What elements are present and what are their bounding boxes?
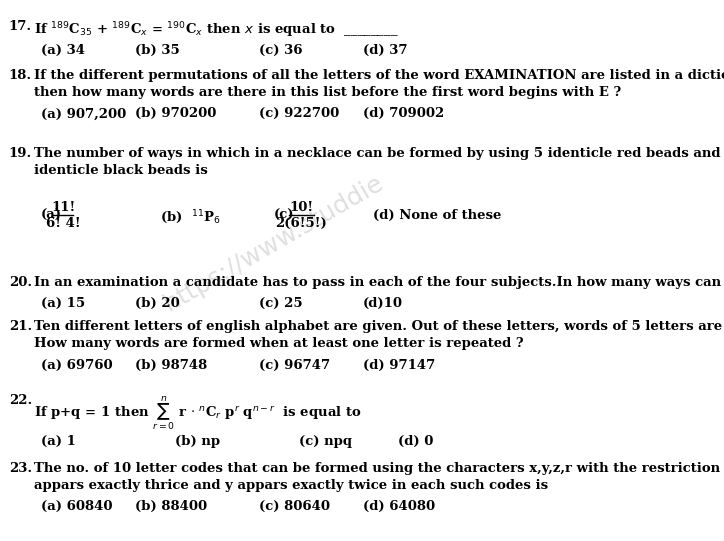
- Text: Ten different letters of english alphabet are given. Out of these letters, words: Ten different letters of english alphabe…: [33, 320, 724, 350]
- Text: In an examination a candidate has to pass in each of the four subjects.In how ma: In an examination a candidate has to pas…: [33, 276, 724, 289]
- Text: (a) 907,200: (a) 907,200: [41, 108, 126, 121]
- Text: 22.: 22.: [9, 394, 32, 407]
- Text: 6! 4!: 6! 4!: [46, 217, 80, 230]
- Text: If p+q = 1 then $\sum_{r=0}^{n}$ r $\cdot$ $^{n}$C$_{r}$ p$^{r}$ q$^{n-r}$  is e: If p+q = 1 then $\sum_{r=0}^{n}$ r $\cdo…: [33, 394, 361, 432]
- Text: (c) 36: (c) 36: [259, 44, 303, 57]
- Text: (a) 15: (a) 15: [41, 298, 85, 311]
- Text: (c) 922700: (c) 922700: [259, 108, 340, 121]
- Text: (b) 98748: (b) 98748: [135, 359, 208, 372]
- Text: (d) 709002: (d) 709002: [363, 108, 445, 121]
- Text: The no. of 10 letter codes that can be formed using the characters x,y,z,r with : The no. of 10 letter codes that can be f…: [33, 461, 724, 492]
- Text: (d) None of these: (d) None of these: [373, 209, 502, 222]
- Text: 10!: 10!: [289, 201, 313, 214]
- Text: (d) 97147: (d) 97147: [363, 359, 435, 372]
- Text: (b) 88400: (b) 88400: [135, 500, 207, 513]
- Text: (a) 60840: (a) 60840: [41, 500, 112, 513]
- Text: (c): (c): [274, 209, 295, 222]
- Text: 21.: 21.: [9, 320, 32, 333]
- Text: (d) 0: (d) 0: [398, 434, 433, 447]
- Text: If the different permutations of all the letters of the word EXAMINATION are lis: If the different permutations of all the…: [33, 69, 724, 98]
- Text: (c) 96747: (c) 96747: [259, 359, 330, 372]
- Text: (b) np: (b) np: [175, 434, 220, 447]
- Text: (a): (a): [41, 209, 62, 222]
- Text: 19.: 19.: [9, 147, 32, 160]
- Text: The number of ways in which in a necklace can be formed by using 5 identicle red: The number of ways in which in a necklac…: [33, 147, 724, 177]
- Text: (c) 80640: (c) 80640: [259, 500, 330, 513]
- Text: 23.: 23.: [9, 461, 32, 474]
- Text: (c) 25: (c) 25: [259, 298, 303, 311]
- Text: 2(6!5!): 2(6!5!): [275, 217, 327, 230]
- Text: (a) 1: (a) 1: [41, 434, 76, 447]
- Text: (b) 970200: (b) 970200: [135, 108, 216, 121]
- Text: (a) 69760: (a) 69760: [41, 359, 113, 372]
- Text: (b) 35: (b) 35: [135, 44, 180, 57]
- Text: 17.: 17.: [9, 20, 32, 33]
- Text: https://www.studdie: https://www.studdie: [160, 171, 388, 316]
- Text: (d)10: (d)10: [363, 298, 403, 311]
- Text: 18.: 18.: [9, 69, 32, 82]
- Text: If $^{189}$C$_{35}$ + $^{189}$C$_{x}$ = $^{190}$C$_{x}$ then $x$ is equal to  __: If $^{189}$C$_{35}$ + $^{189}$C$_{x}$ = …: [33, 20, 398, 40]
- Text: 20.: 20.: [9, 276, 32, 289]
- Text: (c) npq: (c) npq: [299, 434, 352, 447]
- Text: (b) 20: (b) 20: [135, 298, 180, 311]
- Text: (d) 64080: (d) 64080: [363, 500, 435, 513]
- Text: 11!: 11!: [51, 201, 75, 214]
- Text: (d) 37: (d) 37: [363, 44, 408, 57]
- Text: (a) 34: (a) 34: [41, 44, 85, 57]
- Text: (b)  $^{11}$P$_{6}$: (b) $^{11}$P$_{6}$: [160, 209, 221, 226]
